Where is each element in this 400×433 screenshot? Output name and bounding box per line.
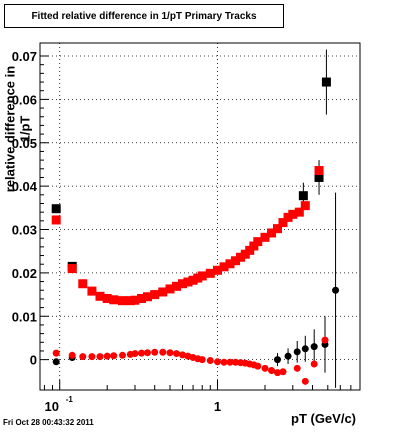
- red-square-marker: [172, 281, 182, 291]
- black-square-marker: [51, 204, 61, 214]
- red-circle-marker: [206, 357, 214, 365]
- red-square-marker: [67, 264, 77, 274]
- black-square-marker: [321, 77, 331, 87]
- black-circle-marker: [332, 286, 340, 294]
- red-square-marker: [225, 259, 235, 269]
- red-square-marker: [87, 286, 97, 296]
- red-circle-marker: [131, 350, 139, 358]
- red-square-marker: [142, 292, 152, 302]
- red-square-marker: [260, 232, 270, 242]
- red-circle-marker: [96, 353, 104, 361]
- red-circle-marker: [293, 364, 301, 372]
- red-square-marker: [288, 209, 298, 219]
- red-square-marker: [278, 218, 288, 228]
- red-circle-marker: [254, 362, 262, 370]
- y-tick-label: 0: [30, 353, 37, 368]
- red-circle-marker: [110, 352, 118, 360]
- red-circle-marker: [173, 350, 181, 358]
- red-square-marker: [183, 277, 193, 287]
- black-circle-marker: [310, 343, 318, 351]
- red-square-marker: [253, 237, 263, 247]
- chart-title: Fitted relative difference in 1/pT Prima…: [4, 4, 284, 28]
- red-square-marker: [125, 296, 135, 306]
- red-circle-marker: [88, 353, 96, 361]
- red-square-marker: [197, 271, 207, 281]
- red-square-marker: [205, 268, 215, 278]
- y-tick-label: 0.06: [12, 92, 37, 107]
- x-axis-label: pT (GeV/c): [291, 411, 357, 426]
- plot-frame: [39, 42, 361, 391]
- black-circle-marker: [293, 348, 301, 356]
- red-square-marker: [118, 296, 128, 306]
- red-square-marker: [219, 262, 229, 272]
- black-square-marker: [298, 191, 308, 201]
- red-circle-marker: [220, 358, 228, 366]
- red-circle-marker: [103, 352, 111, 360]
- red-square-marker: [177, 279, 187, 289]
- red-circle-marker: [321, 336, 329, 344]
- red-square-marker: [165, 284, 175, 294]
- red-circle-marker: [301, 377, 309, 385]
- red-square-marker: [314, 166, 324, 176]
- red-circle-marker: [231, 358, 239, 366]
- red-circle-marker: [166, 349, 174, 357]
- y-tick-label: 0.05: [12, 136, 37, 151]
- red-circle-marker: [226, 358, 234, 366]
- red-circle-marker: [310, 360, 318, 368]
- red-square-marker: [137, 293, 147, 303]
- red-circle-marker: [261, 364, 269, 372]
- red-square-marker: [294, 207, 304, 217]
- red-circle-marker: [279, 368, 287, 376]
- red-circle-marker: [273, 369, 281, 377]
- red-square-marker: [188, 275, 198, 285]
- red-square-marker: [95, 291, 105, 301]
- red-square-marker: [150, 290, 160, 300]
- black-square-marker: [314, 172, 324, 182]
- red-circle-marker: [178, 351, 186, 359]
- x-tick-label: 1: [214, 399, 221, 414]
- red-square-marker: [158, 287, 168, 297]
- red-square-marker: [272, 224, 282, 234]
- red-circle-marker: [159, 348, 167, 356]
- red-square-marker: [51, 215, 61, 225]
- red-circle-marker: [198, 356, 206, 364]
- red-square-marker: [102, 293, 112, 303]
- y-tick-label: 0.01: [12, 309, 37, 324]
- red-square-marker: [300, 201, 310, 211]
- black-circle-marker: [301, 345, 309, 353]
- red-circle-marker: [52, 349, 60, 357]
- red-square-marker: [230, 256, 240, 266]
- y-tick-label: 0.04: [12, 179, 38, 194]
- red-square-marker: [267, 228, 277, 238]
- red-circle-marker: [68, 351, 76, 359]
- x-tick-label: 10: [44, 399, 58, 414]
- red-circle-marker: [214, 358, 222, 366]
- x-tick-label-exponent: -1: [66, 395, 74, 404]
- red-circle-marker: [268, 366, 276, 374]
- y-axis-label: relative difference in 1/pT: [2, 65, 33, 193]
- red-circle-marker: [151, 348, 159, 356]
- red-square-marker: [78, 279, 88, 289]
- red-circle-marker: [79, 353, 87, 361]
- red-circle-marker: [138, 349, 146, 357]
- black-circle-marker: [52, 358, 60, 366]
- y-tick-label: 0.07: [12, 49, 37, 64]
- y-tick-label: 0.02: [12, 266, 37, 281]
- red-square-marker: [109, 295, 119, 305]
- red-square-marker: [213, 265, 223, 275]
- red-square-marker: [283, 212, 293, 222]
- y-tick-label: 0.03: [12, 223, 37, 238]
- black-circle-marker: [273, 356, 281, 364]
- red-circle-marker: [143, 349, 151, 357]
- black-circle-marker: [284, 352, 292, 360]
- red-square-marker: [130, 295, 140, 305]
- red-square-marker: [236, 252, 246, 262]
- footer-timestamp: Fri Oct 28 00:43:32 2011: [3, 418, 94, 427]
- red-circle-marker: [119, 351, 127, 359]
